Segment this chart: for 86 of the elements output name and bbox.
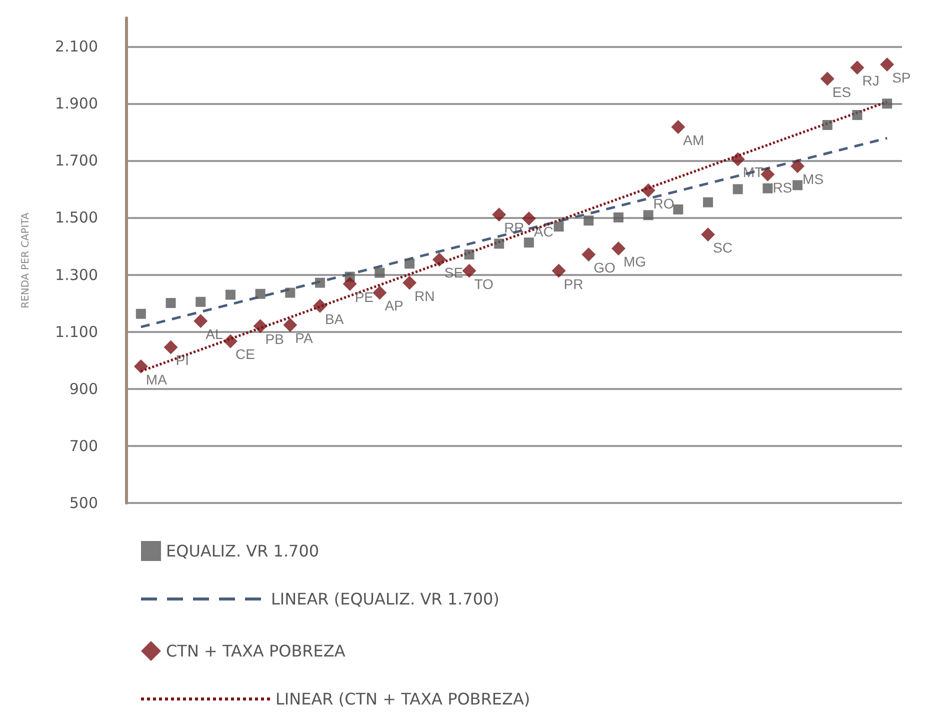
point [164,340,178,354]
data-label: RO [653,195,674,212]
point [852,110,862,120]
data-label: MG [623,254,646,270]
point [730,152,745,166]
data-label: SP [892,70,911,86]
point [822,120,832,130]
data-label: MS [802,171,824,188]
point [166,298,176,308]
point [554,222,564,232]
point [522,212,536,226]
y-tick-label: 1.100 [55,322,98,341]
point [464,250,474,260]
data-label: ES [832,84,852,100]
data-label: AM [683,132,704,148]
point [494,238,504,249]
y-tick-label: 500 [69,494,98,512]
point [283,318,298,332]
data-label: PA [295,330,314,346]
data-label: MA [146,371,168,388]
point [253,319,268,334]
data-label: PR [564,276,584,292]
legend-label: EQUALIZ. VR 1.700 [166,542,320,560]
point [372,286,387,300]
data-label: RJ [862,72,880,89]
point [732,184,743,194]
point [374,268,385,278]
point [196,296,206,307]
point [462,264,476,278]
data-label: CE [235,346,255,362]
point [703,197,713,208]
data-label: PB [265,331,284,348]
point [492,208,506,222]
point [820,72,834,86]
legend-label: CTN + TAXA POBREZA [166,642,346,660]
y-tick-label: 900 [69,380,98,398]
data-label: TO [474,276,494,292]
data-label: GO [594,260,616,276]
data-label: SC [713,240,732,256]
point [134,359,148,374]
point [136,308,146,319]
point [194,314,208,328]
point [255,288,266,299]
point [342,276,357,291]
point [611,242,626,256]
y-tick-label: 1.900 [55,94,98,113]
point [790,159,805,174]
legend-label: LINEAR (CTN + TAXA POBREZA) [276,690,530,708]
data-label: PE [354,288,374,305]
point [225,290,236,300]
point [402,276,417,290]
point [584,216,594,226]
point [880,58,894,72]
point [432,252,446,267]
point [792,180,803,190]
data-label: AC [534,224,554,240]
point [315,278,325,288]
data-label: RN [414,288,435,304]
point [643,210,654,220]
point [701,228,715,242]
y-tick-label: 700 [69,436,98,455]
point [762,183,773,194]
data-label: PI [176,352,190,368]
y-tick-label: 1.300 [55,266,98,284]
y-tick-label: 1.500 [55,208,98,227]
data-label: BA [325,310,344,327]
y-axis-title: RENDA PER CAPITA [20,212,32,308]
point [673,204,684,214]
point [671,120,686,134]
point [404,258,415,269]
y-tick-label: 1.700 [55,152,98,170]
point [613,212,624,222]
y-tick-label: 2.100 [55,38,98,56]
point [582,248,596,262]
data-label: RR [504,220,524,236]
point [223,334,238,348]
data-label: RS [772,179,792,196]
point [524,238,534,248]
point [850,60,864,75]
point [641,183,656,198]
point [882,98,892,109]
point [285,288,296,298]
point [552,264,566,278]
point [313,298,327,313]
data-label: AP [384,298,404,314]
legend-label: LINEAR (EQUALIZ. VR 1.700) [271,590,500,608]
